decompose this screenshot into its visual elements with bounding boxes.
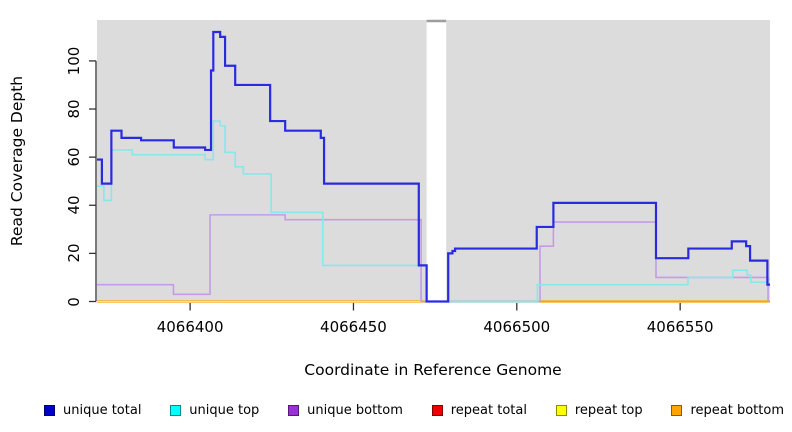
series-unique-total — [97, 30, 770, 303]
x-tick-label-4066450: 4066450 — [320, 318, 387, 336]
legend-item-unique-total: unique total — [44, 403, 141, 418]
y-tick-label-80: 80 — [65, 99, 83, 119]
legend-item-repeat-top: repeat top — [555, 403, 643, 418]
legend-swatch-unique-total — [44, 405, 55, 416]
legend: unique total unique top unique bottom repea… — [44, 403, 784, 418]
legend-swatch-unique-bottom — [288, 405, 300, 416]
legend-label: unique total — [63, 403, 142, 418]
y-tick-label-100: 100 — [65, 46, 83, 76]
legend-label: repeat bottom — [690, 403, 784, 418]
x-tick-label-4066400: 4066400 — [156, 318, 224, 336]
x-tick-label-4066550: 4066550 — [646, 318, 714, 336]
legend-label: repeat top — [574, 403, 643, 418]
x-axis-title: Coordinate in Reference Genome — [304, 361, 562, 379]
y-tick-label-0: 0 — [65, 296, 83, 307]
legend-swatch-repeat-bottom — [671, 405, 683, 416]
y-tick-label-40: 40 — [65, 195, 83, 215]
legend-item-unique-bottom: unique bottom — [288, 403, 403, 418]
legend-item-repeat-bottom: repeat bottom — [671, 403, 784, 418]
legend-label: unique top — [189, 403, 260, 418]
legend-swatch-unique-top — [170, 405, 182, 416]
legend-swatch-repeat-top — [555, 405, 567, 416]
legend-item-repeat-total: repeat total — [431, 403, 527, 418]
legend-label: repeat total — [450, 403, 527, 418]
no-data-gap — [426, 20, 447, 303]
y-tick-label-20: 20 — [65, 243, 83, 263]
x-tick-label-4066500: 4066500 — [483, 318, 551, 336]
legend-label: unique bottom — [307, 403, 403, 418]
y-axis-title: Read Coverage Depth — [8, 75, 26, 247]
legend-item-unique-top: unique top — [170, 403, 259, 418]
y-tick-label-60: 60 — [65, 147, 83, 167]
legend-swatch-repeat-total — [431, 405, 443, 416]
series-unique-top — [97, 120, 770, 303]
